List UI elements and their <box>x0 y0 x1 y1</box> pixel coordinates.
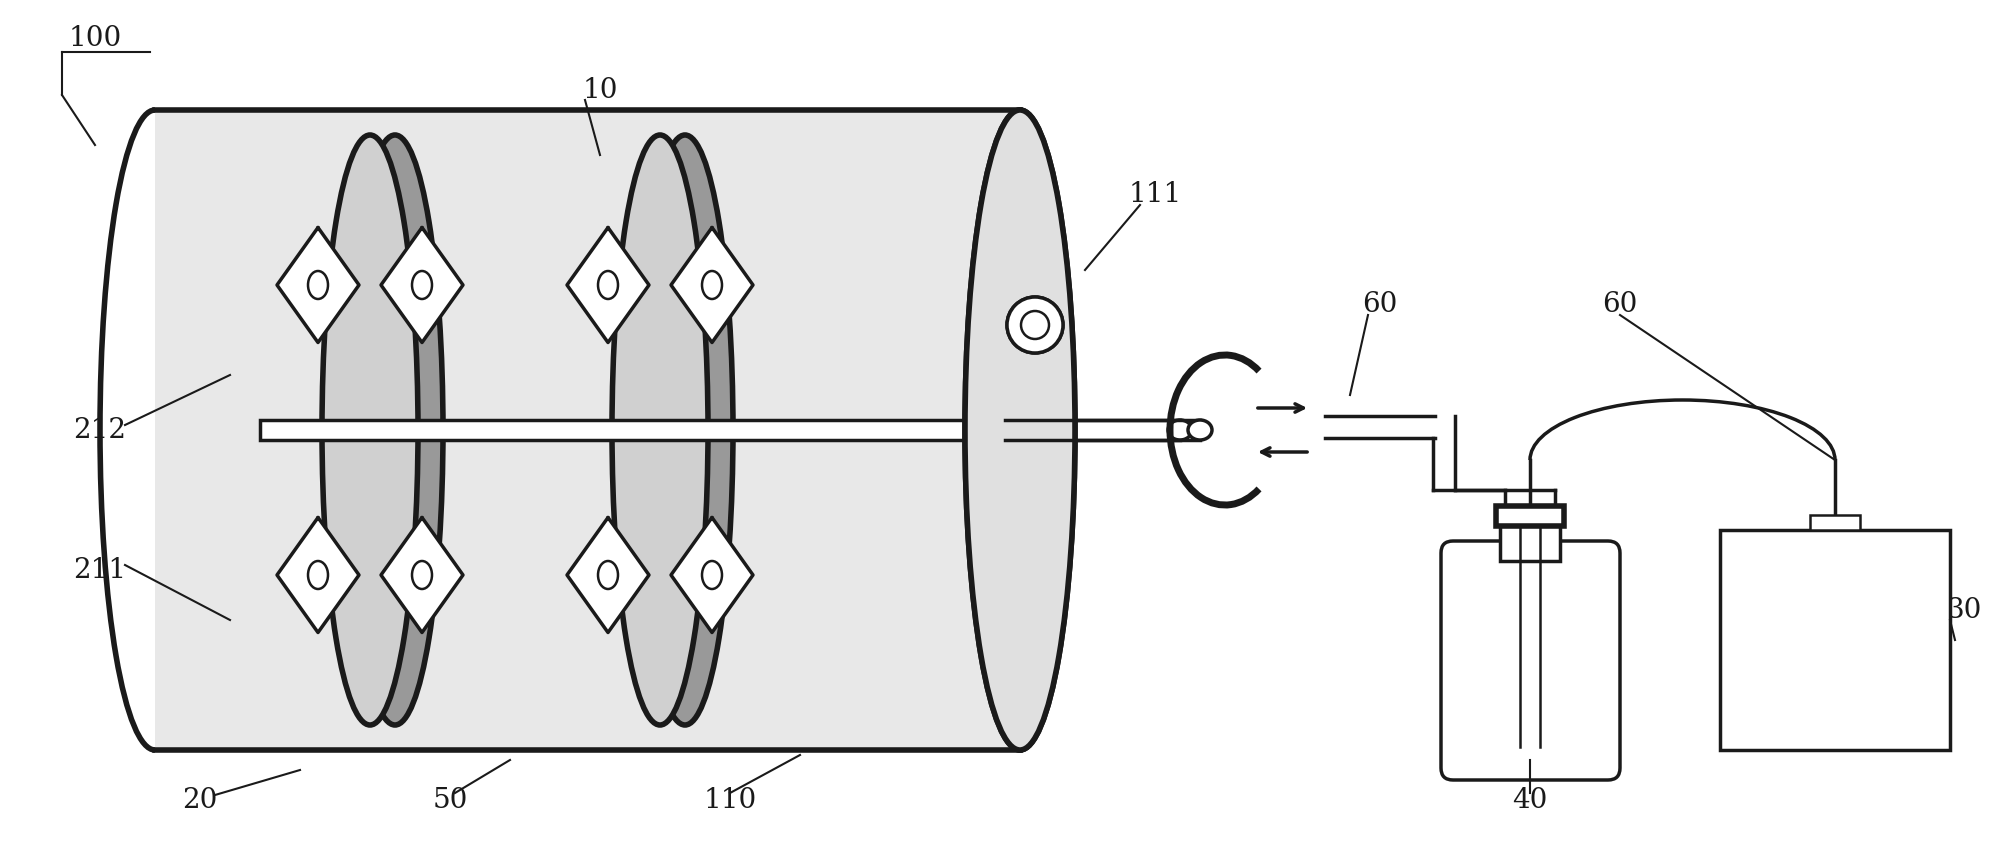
FancyBboxPatch shape <box>1441 541 1620 780</box>
Ellipse shape <box>1021 311 1049 339</box>
Text: 10: 10 <box>582 76 618 103</box>
Ellipse shape <box>964 110 1075 750</box>
Text: 100: 100 <box>68 24 121 51</box>
Polygon shape <box>155 110 1021 750</box>
Ellipse shape <box>1006 297 1063 353</box>
Polygon shape <box>568 227 648 343</box>
Ellipse shape <box>413 561 433 589</box>
Ellipse shape <box>413 271 433 299</box>
Text: 111: 111 <box>1129 181 1182 208</box>
Polygon shape <box>380 227 463 343</box>
Text: 60: 60 <box>1363 292 1397 319</box>
Bar <box>1719 530 1951 750</box>
Ellipse shape <box>598 271 618 299</box>
Ellipse shape <box>612 135 709 725</box>
Polygon shape <box>278 517 358 633</box>
Ellipse shape <box>598 561 618 589</box>
Ellipse shape <box>322 135 419 725</box>
Ellipse shape <box>703 271 723 299</box>
Text: 50: 50 <box>433 786 467 813</box>
Bar <box>1810 515 1860 530</box>
Ellipse shape <box>1168 420 1192 440</box>
Ellipse shape <box>964 110 1075 750</box>
Text: 110: 110 <box>703 786 757 813</box>
Polygon shape <box>260 420 1180 440</box>
Ellipse shape <box>703 561 723 589</box>
Text: 211: 211 <box>72 556 127 583</box>
Bar <box>1500 506 1560 561</box>
Polygon shape <box>380 517 463 633</box>
Polygon shape <box>568 517 648 633</box>
Ellipse shape <box>1006 297 1063 353</box>
Text: 20: 20 <box>183 786 217 813</box>
Ellipse shape <box>1188 420 1212 440</box>
Text: 30: 30 <box>1947 596 1983 623</box>
Ellipse shape <box>308 561 328 589</box>
Polygon shape <box>670 517 753 633</box>
Bar <box>1496 506 1564 526</box>
Polygon shape <box>278 227 358 343</box>
Text: 212: 212 <box>74 417 127 444</box>
Polygon shape <box>670 227 753 343</box>
Ellipse shape <box>308 271 328 299</box>
Text: 60: 60 <box>1602 292 1639 319</box>
Text: 40: 40 <box>1512 786 1548 813</box>
Ellipse shape <box>346 135 443 725</box>
Ellipse shape <box>636 135 733 725</box>
